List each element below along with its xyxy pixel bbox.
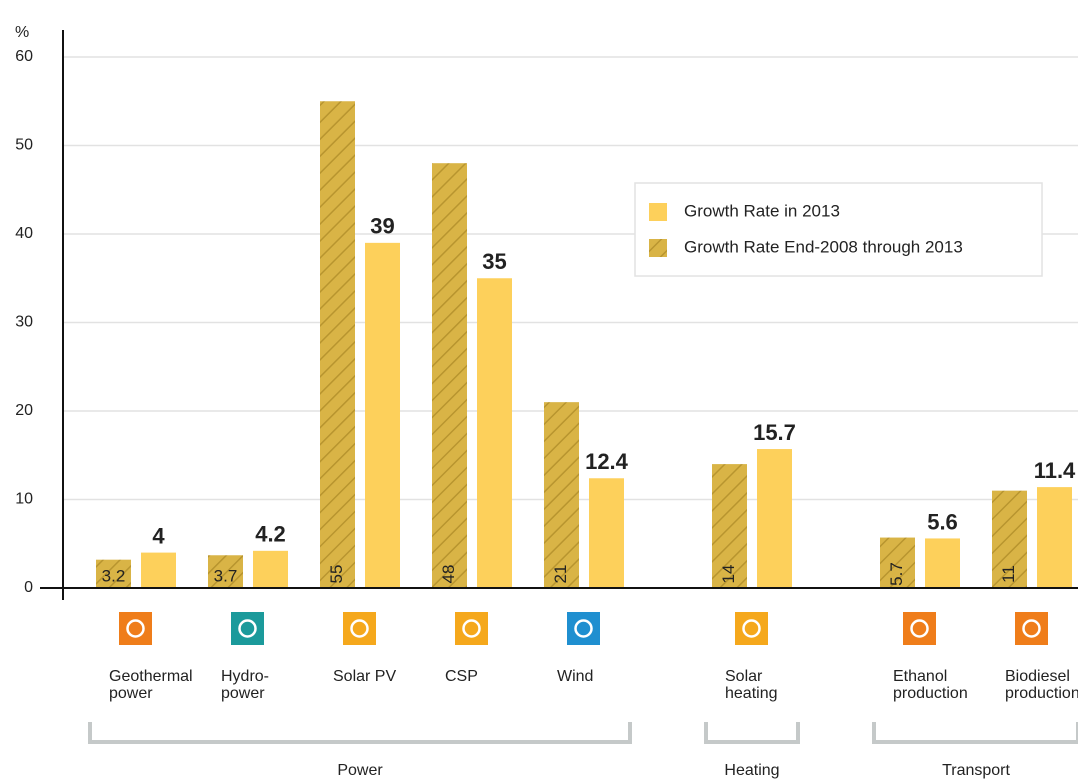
bar	[320, 101, 355, 588]
bar-value-label: 39	[370, 214, 394, 239]
x-tick-label: Wind	[557, 668, 593, 685]
bar	[253, 550, 288, 588]
y-axis-label: %	[15, 24, 29, 41]
group-label: Power	[337, 762, 383, 779]
x-tick-label: Biodiesel	[1005, 668, 1070, 685]
legend-label: Growth Rate End-2008 through 2013	[684, 237, 963, 256]
bar	[712, 464, 747, 588]
category-icon	[903, 612, 936, 645]
y-tick-label: 60	[15, 48, 33, 65]
bar	[432, 163, 467, 588]
bar	[992, 490, 1027, 588]
bar-value-label: 55	[327, 565, 346, 584]
bar-value-label: 4.2	[255, 522, 286, 547]
bar	[477, 278, 512, 588]
x-tick-label: heating	[725, 685, 778, 702]
y-tick-label: 0	[24, 579, 33, 596]
category-icon	[455, 612, 488, 645]
bar-value-label: 15.7	[753, 420, 796, 445]
bar	[589, 478, 624, 588]
y-tick-label: 50	[15, 137, 33, 154]
x-tick-label: production	[893, 685, 968, 702]
group-bracket	[704, 722, 800, 744]
bar-value-label: 5.7	[887, 562, 906, 586]
category-icon-glyph	[742, 619, 761, 638]
bar-value-label: 48	[439, 565, 458, 584]
bar	[96, 559, 131, 588]
bar-value-label: 11	[999, 565, 1018, 583]
category-icon-glyph	[462, 619, 481, 638]
bar	[141, 552, 176, 588]
bar	[208, 555, 243, 588]
category-icon	[231, 612, 264, 645]
legend-swatch	[649, 239, 667, 257]
y-tick-label: 30	[15, 314, 33, 331]
legend-label: Growth Rate in 2013	[684, 201, 840, 220]
x-tick-label: CSP	[445, 668, 478, 685]
group-bracket	[872, 722, 1078, 744]
legend-swatch	[649, 203, 667, 221]
bar-value-label: 11.4	[1034, 458, 1076, 483]
category-icon-glyph	[350, 619, 369, 638]
x-tick-label: Solar PV	[333, 668, 396, 685]
category-icon	[735, 612, 768, 645]
category-icon-glyph	[1022, 619, 1041, 638]
category-icon-glyph	[238, 619, 257, 638]
bar-value-label: 5.6	[927, 509, 958, 534]
bar-value-label: 4	[152, 523, 165, 548]
bar-value-label: 3.7	[214, 566, 238, 585]
y-tick-label: 10	[15, 491, 33, 508]
category-icon	[119, 612, 152, 645]
bar-value-label: 35	[482, 249, 506, 274]
group-bracket	[88, 722, 632, 744]
bar	[544, 402, 579, 588]
y-tick-label: 40	[15, 225, 33, 242]
x-tick-label: power	[221, 685, 265, 702]
bar-value-label: 3.2	[102, 566, 126, 585]
group-label: Transport	[942, 762, 1010, 779]
category-icon-glyph	[910, 619, 929, 638]
category-icon	[343, 612, 376, 645]
x-tick-label: Ethanol	[893, 668, 947, 685]
y-tick-label: 20	[15, 402, 33, 419]
category-icon-glyph	[574, 619, 593, 638]
bar	[365, 242, 400, 588]
legend-box	[634, 182, 1043, 277]
category-icon	[1015, 612, 1048, 645]
bar	[925, 538, 960, 588]
category-icon	[567, 612, 600, 645]
x-tick-label: Hydro-	[221, 668, 269, 685]
bar-value-label: 21	[551, 565, 570, 584]
x-tick-label: Geothermal	[109, 668, 193, 685]
group-label: Heating	[724, 762, 779, 779]
x-tick-label: power	[109, 685, 153, 702]
bar	[757, 449, 792, 588]
bar	[1037, 487, 1072, 588]
bar-value-label: 14	[719, 565, 738, 584]
bar	[880, 537, 915, 588]
bar-value-label: 12.4	[585, 449, 629, 474]
x-tick-label: Solar	[725, 668, 763, 685]
x-tick-label: production	[1005, 685, 1078, 702]
category-icon-glyph	[126, 619, 145, 638]
